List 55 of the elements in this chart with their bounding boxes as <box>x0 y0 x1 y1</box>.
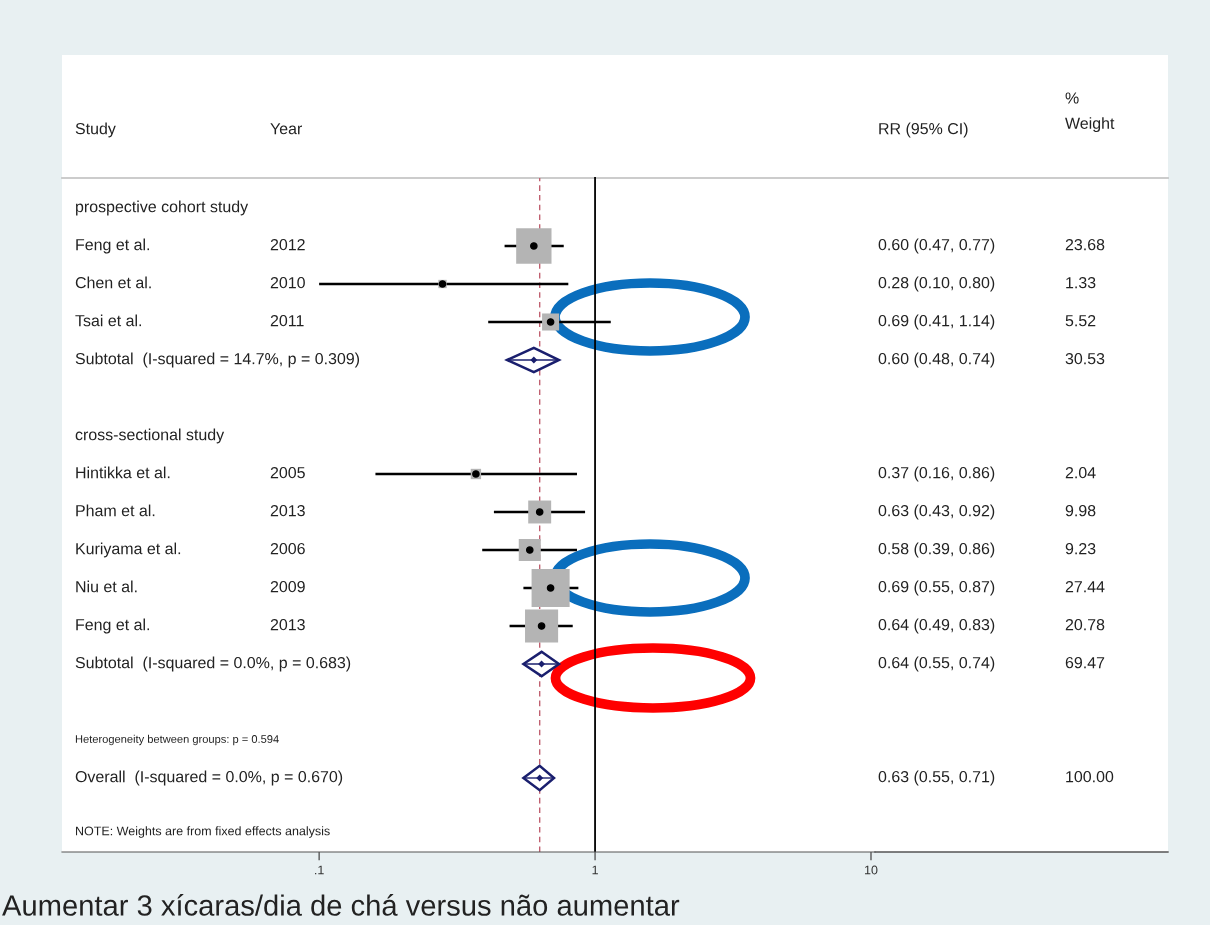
y-tick-label: Kuriyama et al. <box>76 542 181 558</box>
x-tick-label: 1 <box>592 865 598 875</box>
y-tick-label: Overall (I-squared = 0.0%, p = 0.670) <box>75 770 343 786</box>
y-tick-label: Subtotal (I-squared = 14.7%, p = 0.309) <box>75 352 360 368</box>
y-tick-label: Subtotal (I-squared = 0.0%, p = 0.683) <box>75 656 351 672</box>
text: 5.52 <box>1065 314 1096 327</box>
text: 23.68 <box>1065 238 1105 251</box>
y-tick-label: Heterogeneity between groups: p = 0.594 <box>75 734 279 746</box>
data-label: 0.60 (0.48, 0.74) <box>878 352 995 368</box>
text: 20.78 <box>1065 618 1105 631</box>
text: NOTE: Weights are from fixed effects analysis <box>76 826 330 838</box>
y-tick-label: Chen et al. <box>75 276 151 289</box>
text: Year <box>270 123 303 135</box>
point <box>528 500 552 524</box>
y-tick-label: Feng et al. <box>76 238 150 254</box>
annotation: 2012 <box>270 238 305 251</box>
text: RR (95% CI) <box>879 122 968 138</box>
annotation: 2010 <box>270 276 305 289</box>
x-tick-label: .1 <box>315 865 324 875</box>
text: 69.47 <box>1065 656 1105 669</box>
y-tick-label: prospective cohort study <box>76 200 249 216</box>
annotation: 2011 <box>270 314 304 327</box>
data-label: 0.37 (0.16, 0.86) <box>878 466 995 482</box>
data-label: 0.64 (0.49, 0.83) <box>878 618 995 634</box>
annotation: 2013 <box>270 618 305 631</box>
text: 30.53 <box>1065 352 1105 365</box>
annotation: 2009 <box>270 580 305 593</box>
data-label: 0.63 (0.55, 0.71) <box>878 770 995 786</box>
y-tick-label: Pham et al. <box>76 504 155 517</box>
text: Aumentar 3 xícaras/dia de chá versus não aumentar <box>2 894 680 916</box>
data-label: 0.63 (0.43, 0.92) <box>878 504 995 520</box>
y-tick-label: Tsai et al. <box>75 314 141 327</box>
point <box>518 538 541 562</box>
text: 1.33 <box>1066 276 1096 289</box>
y-tick-label: Feng et al. <box>76 618 150 634</box>
data-label: 0.60 (0.47, 0.77) <box>878 238 995 254</box>
annotation: 2013 <box>270 504 305 517</box>
text: 100.00 <box>1066 770 1114 783</box>
text: 27.44 <box>1065 580 1105 593</box>
data-label: 0.69 (0.41, 1.14) <box>878 314 995 330</box>
y-tick-label: Hintikka et al. <box>76 466 170 479</box>
text: Study <box>75 122 116 138</box>
text: 9.98 <box>1065 504 1096 517</box>
data-label: 0.64 (0.55, 0.74) <box>878 656 995 672</box>
data-label: 0.58 (0.39, 0.86) <box>878 542 995 558</box>
data-label: 0.69 (0.55, 0.87) <box>878 580 995 596</box>
text: 9.23 <box>1065 542 1096 555</box>
annotation: 2005 <box>270 466 305 479</box>
annotation: 2006 <box>270 542 305 555</box>
text: % Weight <box>1065 92 1115 133</box>
text: 2.04 <box>1065 466 1096 479</box>
y-tick-label: cross-sectional study <box>75 428 225 444</box>
data-label: 0.28 (0.10, 0.80) <box>878 276 995 292</box>
x-tick-label: 10 <box>865 865 878 875</box>
y-tick-label: Niu et al. <box>76 580 137 593</box>
